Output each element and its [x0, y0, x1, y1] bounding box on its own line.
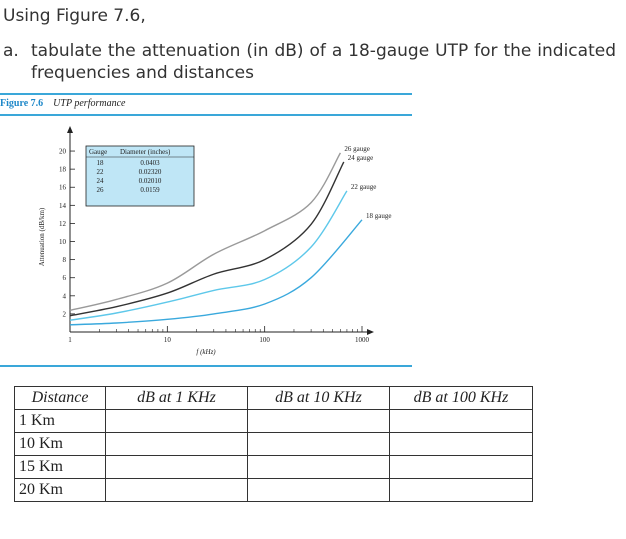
header-db-10khz: dB at 10 KHz: [247, 386, 390, 410]
db-cell[interactable]: [105, 478, 248, 502]
legend-header-diameter: Diameter (inches): [120, 148, 171, 156]
db-cell[interactable]: [389, 409, 533, 433]
distance-cell: 1 Km: [14, 409, 106, 433]
db-cell[interactable]: [247, 455, 390, 479]
figure-header-rule: [0, 114, 412, 116]
legend-diameter-value: 0.02010: [139, 177, 162, 185]
figure-caption: UTP performance: [53, 98, 126, 109]
legend-gauge-value: 24: [97, 177, 105, 185]
series-label-22-gauge: 22 gauge: [351, 183, 376, 191]
legend-box: [85, 145, 195, 207]
header-db-100khz: dB at 100 KHz: [389, 386, 533, 410]
y-tick-label: 18: [59, 166, 67, 174]
attenuation-table: Distance dB at 1 KHz dB at 10 KHz dB at …: [14, 386, 533, 502]
series-label-24-gauge: 24 gauge: [348, 154, 373, 162]
figure-heading: Figure 7.6 UTP performance: [0, 98, 125, 109]
db-cell[interactable]: [389, 455, 533, 479]
db-cell[interactable]: [105, 432, 248, 456]
y-tick-label: 6: [63, 274, 67, 282]
chart-curves: [69, 152, 363, 326]
db-cell[interactable]: [389, 432, 533, 456]
legend-diameter-value: 0.0403: [140, 159, 160, 167]
db-cell[interactable]: [247, 409, 390, 433]
header-db-1khz: dB at 1 KHz: [105, 386, 248, 410]
db-cell[interactable]: [105, 409, 248, 433]
curve-18-gauge: [69, 219, 363, 326]
legend-gauge-value: 18: [97, 159, 105, 167]
x-tick-label: 1: [68, 336, 72, 344]
y-tick-label: 16: [59, 184, 67, 192]
y-axis-arrow: [67, 126, 73, 133]
y-tick-label: 12: [59, 220, 67, 228]
y-axis-label: Attenuation (dB/km): [38, 207, 46, 266]
legend-gauge-value: 22: [97, 168, 105, 176]
y-tick-label: 2: [63, 310, 67, 318]
header-distance: Distance: [14, 386, 106, 410]
db-cell[interactable]: [389, 478, 533, 502]
figure-top-rule: [0, 93, 412, 95]
x-tick-label: 1000: [355, 336, 370, 344]
table-row: 1 Km: [14, 409, 533, 433]
x-tick-label: 10: [164, 336, 172, 344]
table-row: 15 Km: [14, 455, 533, 479]
x-tick-label: 100: [259, 336, 270, 344]
series-label-18-gauge: 18 gauge: [366, 212, 391, 220]
figure-number: Figure 7.6: [0, 98, 44, 109]
part-label: a.: [3, 41, 19, 61]
legend-diameter-value: 0.02320: [139, 168, 162, 176]
y-tick-label: 4: [63, 292, 67, 300]
figure-bottom-rule: [0, 365, 412, 367]
y-tick-label: 14: [59, 202, 67, 210]
x-axis-arrow: [367, 329, 374, 335]
distance-cell: 10 Km: [14, 432, 106, 456]
table-row: 10 Km: [14, 432, 533, 456]
y-tick-label: 10: [59, 238, 67, 246]
table-header-row: Distance dB at 1 KHz dB at 10 KHz dB at …: [14, 386, 533, 410]
legend-gauge-value: 26: [97, 186, 105, 194]
y-tick-label: 8: [63, 256, 67, 264]
legend-diameter-value: 0.0159: [140, 186, 160, 194]
question-title: Using Figure 7.6,: [3, 6, 146, 26]
legend-header-gauge: Gauge: [89, 148, 107, 156]
curve-26-gauge: [69, 152, 342, 311]
curve-24-gauge: [69, 161, 345, 317]
distance-cell: 20 Km: [14, 478, 106, 502]
db-cell[interactable]: [105, 455, 248, 479]
db-cell[interactable]: [247, 432, 390, 456]
curve-22-gauge: [69, 190, 348, 321]
distance-cell: 15 Km: [14, 455, 106, 479]
part-text: tabulate the attenuation (in dB) of a 18…: [31, 41, 616, 83]
y-tick-label: 20: [59, 148, 67, 156]
series-label-26-gauge: 26 gauge: [344, 145, 369, 153]
gauge-legend-table: Gauge Diameter (inches) 18 0.0403 22 0.02320 2…: [85, 145, 195, 207]
table-row: 20 Km: [14, 478, 533, 502]
x-axis-label: f (kHz): [196, 348, 216, 356]
db-cell[interactable]: [247, 478, 390, 502]
